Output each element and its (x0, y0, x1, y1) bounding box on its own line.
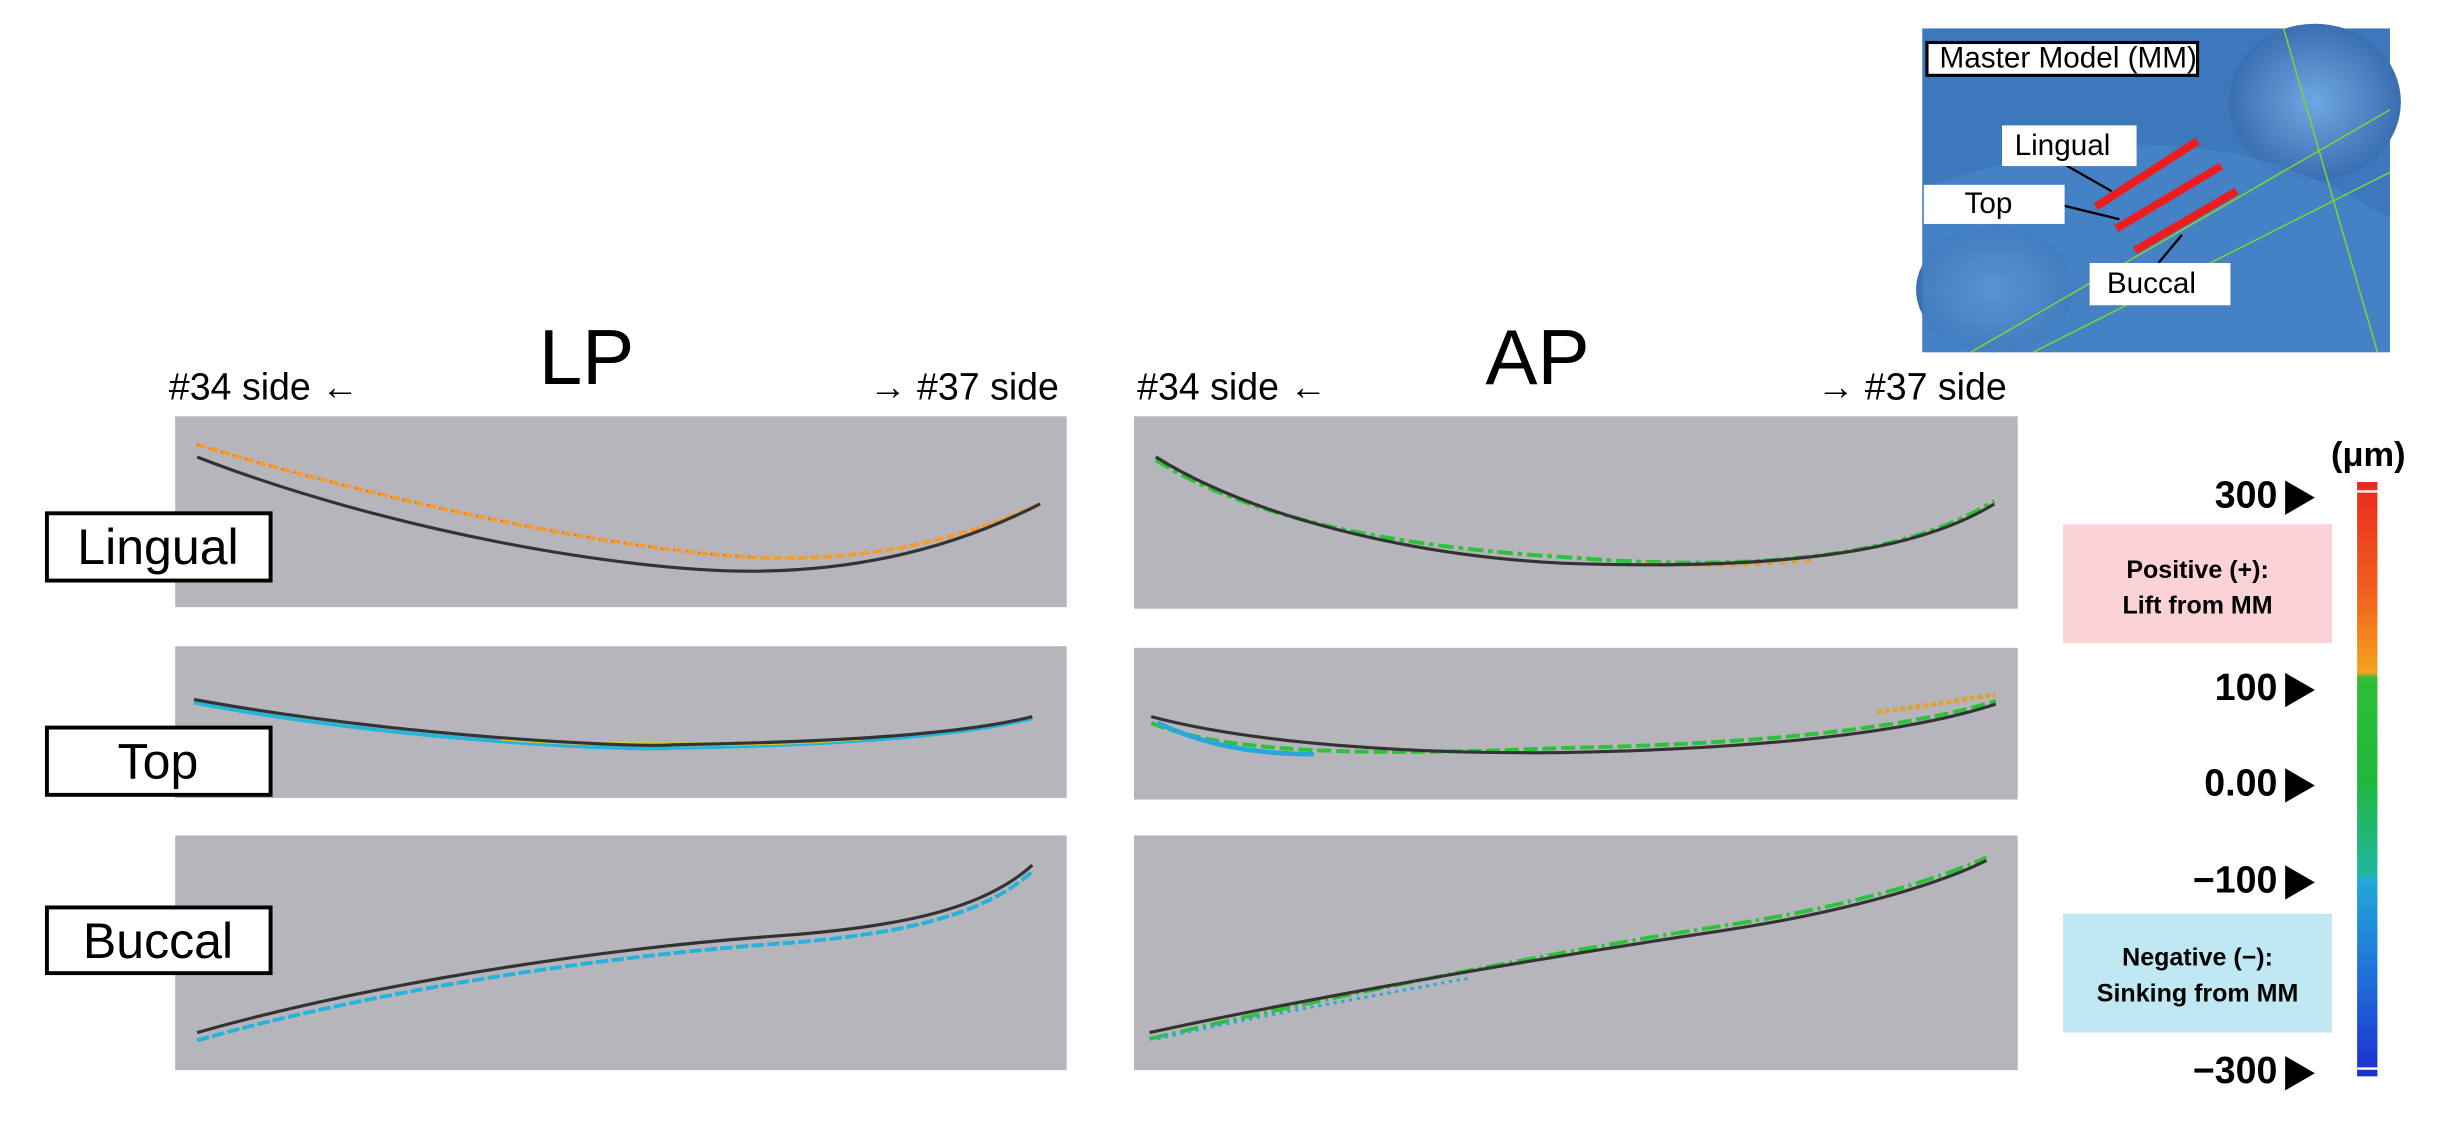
deviation-curve (196, 442, 1041, 560)
tick-label: −300 (2193, 1049, 2278, 1091)
deviation-curve (1876, 692, 1997, 715)
connector (2061, 163, 2183, 264)
inset-label: Lingual (2015, 129, 2111, 162)
inset-label: Buccal (2107, 267, 2196, 300)
unit-label: (μm) (2331, 436, 2406, 474)
reference-curve (196, 455, 1041, 573)
inset-label-box (2089, 263, 2231, 306)
panel-title: AP (1485, 313, 1589, 401)
tick-arrow (2285, 865, 2315, 900)
inset-title: Master Model (MM) (1939, 42, 2196, 75)
tick-arrow (2285, 1056, 2315, 1091)
row-label-box (44, 511, 273, 583)
panels (175, 416, 2018, 1071)
color-bar (2357, 482, 2378, 1077)
deviation-curve (1150, 699, 1997, 754)
tick-label: 0.00 (2204, 761, 2277, 803)
tick-arrow (2285, 480, 2315, 515)
row-label-box (44, 905, 273, 976)
curves (193, 442, 1997, 1043)
tick-arrow (2285, 768, 2315, 803)
inset-label-box (2002, 125, 2137, 167)
deviation-curve (196, 870, 1034, 1043)
reference-curve (196, 864, 1034, 1035)
row-label: Buccal (83, 913, 233, 969)
panel-title: LP (539, 313, 635, 401)
inset-label-box (1923, 184, 2065, 224)
reference-curve (1155, 455, 1996, 567)
negative-note: Negative (−): (2122, 944, 2273, 972)
tooth (2228, 23, 2401, 181)
positive-box (2063, 524, 2333, 644)
guide-lines (1970, 28, 2391, 353)
inset: Master Model (MM) Lingual Top Buccal (1916, 23, 2401, 353)
color-legend: (μm) 300 100 0.00 −100 −300 Positive (+)… (2063, 436, 2406, 1091)
deviation-curve (1149, 855, 1988, 1041)
tick-arrow (2285, 672, 2315, 708)
inset-title-box (1925, 40, 2200, 77)
side-label: → #37 side (869, 366, 1059, 408)
deviation-curve (193, 700, 1033, 751)
negative-note: Sinking from MM (2097, 980, 2299, 1008)
side-label: → #37 side (1817, 366, 2007, 408)
deviation-curve (1156, 720, 1314, 757)
side-label: #34 side ← (1137, 366, 1327, 408)
reference-curve (1150, 702, 1997, 755)
panel (1133, 647, 2018, 800)
legend-ticks: 300 100 0.00 −100 −300 (2193, 474, 2315, 1091)
row-labels: Lingual Top Buccal (44, 511, 273, 976)
reference-curve (193, 697, 1033, 747)
deviation-curve (1642, 558, 1815, 567)
tick-label: 100 (2215, 666, 2278, 708)
side-label: #34 side ← (169, 366, 359, 408)
panel (175, 416, 1067, 608)
positive-note: Positive (+): (2126, 556, 2268, 584)
positive-note: Lift from MM (2123, 592, 2273, 620)
tick-label: −100 (2193, 858, 2278, 900)
row-label-box (44, 725, 273, 797)
section-lines (2093, 137, 2239, 254)
row-label: Top (118, 733, 199, 789)
reference-curve (1149, 859, 1988, 1035)
panel (1133, 416, 2018, 609)
row-label: Lingual (77, 519, 238, 575)
tick-label: 300 (2215, 474, 2278, 516)
negative-box (2063, 913, 2333, 1033)
inset-label: Top (1965, 187, 2013, 220)
